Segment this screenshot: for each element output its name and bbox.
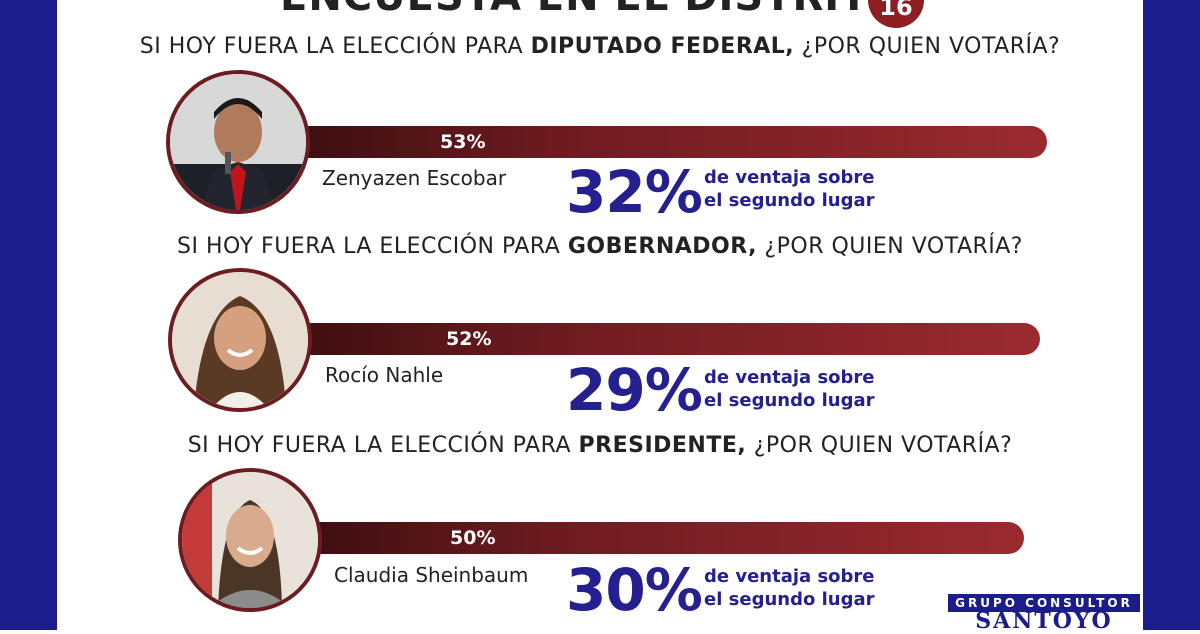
left-frame: [0, 0, 57, 630]
percent-label-1: 53%: [440, 131, 486, 153]
advantage-text-3: de ventaja sobre el segundo lugar: [704, 566, 875, 610]
candidate-photo-3: [178, 468, 322, 612]
candidate-name-2: Rocío Nahle: [325, 363, 444, 387]
advantage-value-2: 29%: [566, 356, 703, 424]
bar-3: [300, 522, 1024, 554]
advantage-value-3: 30%: [566, 556, 703, 624]
question-3: SI HOY FUERA LA ELECCIÓN PARA PRESIDENTE…: [187, 433, 1013, 458]
bar-2: [290, 323, 1040, 355]
percent-label-2: 52%: [446, 328, 492, 350]
candidate-name-3: Claudia Sheinbaum: [334, 563, 529, 587]
district-badge: 16: [868, 0, 924, 28]
candidate-photo-1: [166, 70, 310, 214]
candidate-name-1: Zenyazen Escobar: [322, 166, 507, 190]
right-frame: [1143, 0, 1200, 630]
question-1: SI HOY FUERA LA ELECCIÓN PARA DIPUTADO F…: [139, 34, 1061, 59]
advantage-text-1: de ventaja sobre el segundo lugar: [704, 167, 875, 211]
advantage-text-2: de ventaja sobre el segundo lugar: [704, 367, 875, 411]
brand-label: GRUPO CONSULTOR: [948, 594, 1140, 612]
page-title: ENCUESTA EN EL DISTRITO: [280, 0, 903, 20]
candidate-photo-2: [168, 268, 312, 412]
bar-1: [290, 126, 1047, 158]
question-2: SI HOY FUERA LA ELECCIÓN PARA GOBERNADOR…: [177, 234, 1023, 259]
brand-logo: SANTOYO: [975, 608, 1113, 634]
percent-label-3: 50%: [450, 527, 496, 549]
advantage-value-1: 32%: [566, 158, 703, 226]
